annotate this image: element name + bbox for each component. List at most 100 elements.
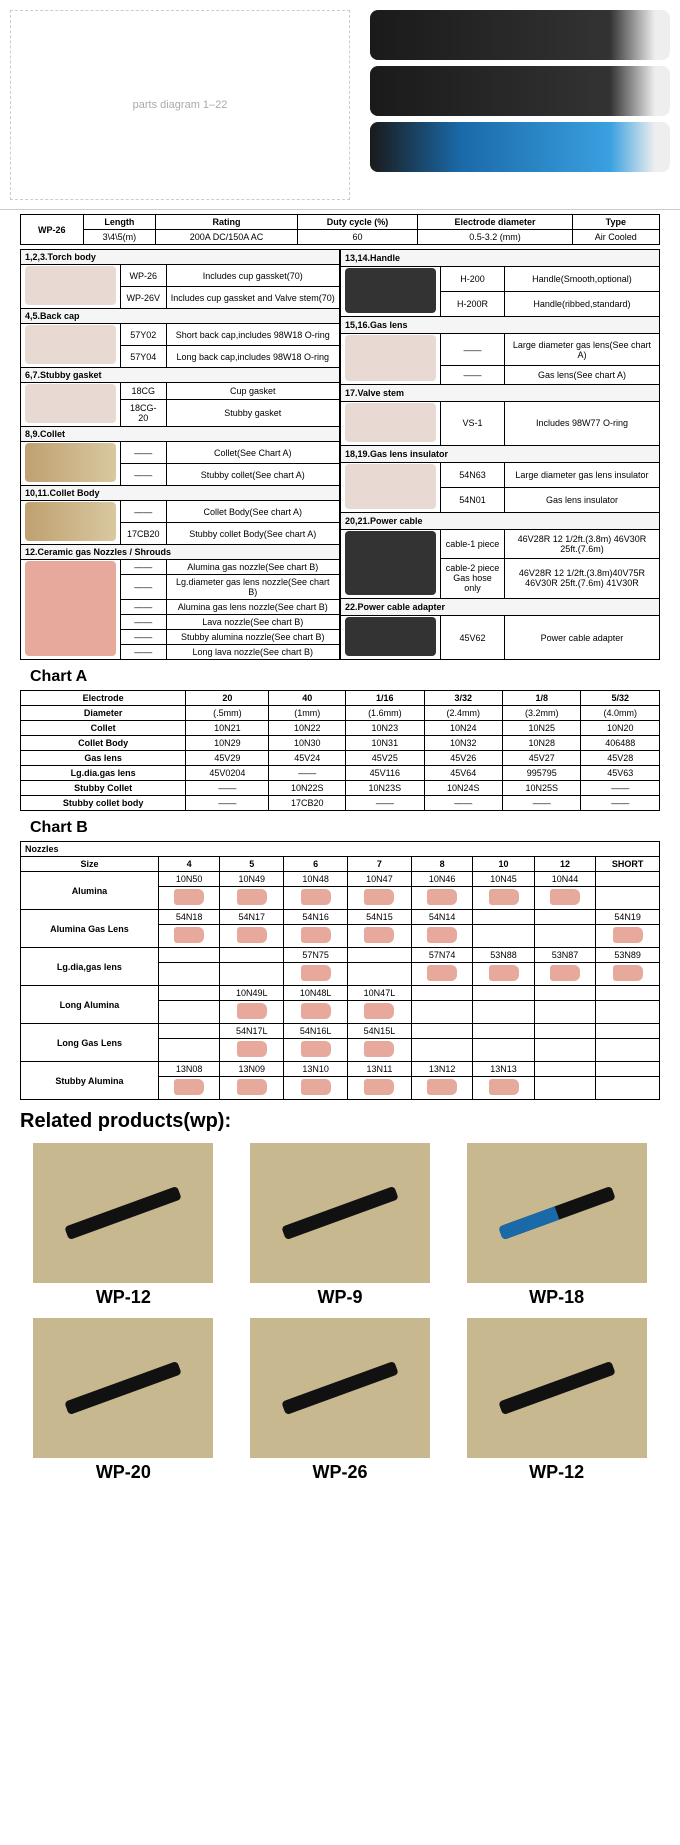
nozzle-code xyxy=(596,1024,660,1039)
nozzle-code: 54N16 xyxy=(284,910,348,925)
part-desc: Power cable adapter xyxy=(504,616,659,660)
parts-table-right: 13,14.HandleH-200Handle(Smooth,optional)… xyxy=(340,249,660,660)
part-desc: Alumina gas lens nozzle(See chart B) xyxy=(166,600,340,615)
nozzle-img xyxy=(284,887,348,910)
chartA-cell: 45V29 xyxy=(186,751,269,766)
size-col: 12 xyxy=(534,857,595,872)
size-col: 6 xyxy=(284,857,348,872)
nozzle-code: 10N48L xyxy=(284,986,348,1001)
part-desc: Stubby alumina nozzle(See chart B) xyxy=(166,630,340,645)
nozzle-img xyxy=(348,887,412,910)
chartA-cell: 45V25 xyxy=(346,751,424,766)
part-desc: 46V28R 12 1/2ft.(3.8m) 46V30R 25ft.(7.6m… xyxy=(504,530,659,559)
chartA-cell: (1.6mm) xyxy=(346,706,424,721)
chartA-cell: 10N22 xyxy=(269,721,346,736)
part-desc: Cup gasket xyxy=(166,383,340,400)
chartA-cell: 45V27 xyxy=(503,751,581,766)
nozzle-code xyxy=(534,986,595,1001)
nozzle-code: 57N75 xyxy=(284,948,348,963)
nozzle-img xyxy=(473,1077,534,1100)
part-code: —— xyxy=(121,615,167,630)
section-title: 12.Ceramic gas Nozzles / Shrouds xyxy=(21,545,340,560)
nozzles-label: Nozzles xyxy=(21,842,660,857)
chartA-cell: (3.2mm) xyxy=(503,706,581,721)
nozzle-code: 10N45 xyxy=(473,872,534,887)
part-image xyxy=(21,560,121,660)
nozzle-code xyxy=(473,910,534,925)
torch-photo-3 xyxy=(370,122,670,172)
torch-photo-1 xyxy=(370,10,670,60)
product-label: WP-18 xyxy=(529,1287,584,1308)
nozzle-img xyxy=(411,925,472,948)
related-product[interactable]: WP-12 xyxy=(20,1143,227,1308)
product-label: WP-20 xyxy=(96,1462,151,1483)
size-col: 8 xyxy=(411,857,472,872)
nozzle-img xyxy=(158,1077,219,1100)
part-desc: Large diameter gas lens insulator xyxy=(504,462,659,487)
related-product[interactable]: WP-18 xyxy=(453,1143,660,1308)
nozzle-group: Lg.dia,gas lens xyxy=(21,948,159,986)
related-product[interactable]: WP-20 xyxy=(20,1318,227,1483)
chartA-cell: 45V26 xyxy=(424,751,502,766)
nozzle-img xyxy=(596,963,660,986)
chartA-cell: 10N31 xyxy=(346,736,424,751)
chartA-cell: 45V0204 xyxy=(186,766,269,781)
part-image xyxy=(21,501,121,545)
part-code: WP-26V xyxy=(121,287,167,309)
chartA-cell: 10N24S xyxy=(424,781,502,796)
chartA-cell: Diameter xyxy=(21,706,186,721)
nozzle-code: 53N89 xyxy=(596,948,660,963)
nozzle-code: 10N48 xyxy=(284,872,348,887)
nozzle-img xyxy=(220,1077,284,1100)
nozzle-group: Alumina xyxy=(21,872,159,910)
nozzle-code xyxy=(348,948,412,963)
nozzle-img xyxy=(348,1039,412,1062)
nozzle-code xyxy=(220,948,284,963)
related-product[interactable]: WP-12 xyxy=(453,1318,660,1483)
nozzle-img xyxy=(411,887,472,910)
size-col: 10 xyxy=(473,857,534,872)
part-image xyxy=(21,324,121,368)
chartA-cell: 10N23S xyxy=(346,781,424,796)
nozzle-code xyxy=(473,1024,534,1039)
chartA-cell: —— xyxy=(503,796,581,811)
product-image xyxy=(250,1143,430,1283)
chartA-cell: 995795 xyxy=(503,766,581,781)
nozzle-code xyxy=(411,986,472,1001)
related-product[interactable]: WP-9 xyxy=(237,1143,444,1308)
nozzle-code: 53N87 xyxy=(534,948,595,963)
nozzle-code: 10N50 xyxy=(158,872,219,887)
part-code: —— xyxy=(121,501,167,523)
part-desc: Alumina gas nozzle(See chart B) xyxy=(166,560,340,575)
part-desc: Includes cup gassket and Valve stem(70) xyxy=(166,287,340,309)
chart-b-table: NozzlesSize456781012SHORTAlumina10N5010N… xyxy=(20,841,660,1100)
nozzle-group: Stubby Alumina xyxy=(21,1062,159,1100)
product-label: WP-26 xyxy=(312,1462,367,1483)
nozzle-img xyxy=(473,887,534,910)
part-desc: Gas lens insulator xyxy=(504,488,659,513)
product-image xyxy=(250,1318,430,1458)
product-label: WP-9 xyxy=(317,1287,362,1308)
part-desc: Long back cap,includes 98W18 O-ring xyxy=(166,346,340,368)
torch-photo-2 xyxy=(370,66,670,116)
section-title: 4,5.Back cap xyxy=(21,309,340,324)
part-code: —— xyxy=(121,464,167,486)
nozzle-img xyxy=(473,1039,534,1062)
part-desc: Handle(ribbed,standard) xyxy=(504,292,659,317)
nozzle-code xyxy=(473,986,534,1001)
related-product[interactable]: WP-26 xyxy=(237,1318,444,1483)
chartA-cell: Gas lens xyxy=(21,751,186,766)
part-code: 57Y02 xyxy=(121,324,167,346)
section-title: 18,19.Gas lens insulator xyxy=(341,445,660,462)
nozzle-img xyxy=(534,1077,595,1100)
nozzle-code xyxy=(411,1024,472,1039)
section-title: 17.Valve stem xyxy=(341,384,660,401)
part-image xyxy=(341,334,441,384)
nozzle-img xyxy=(473,925,534,948)
nozzle-code xyxy=(596,872,660,887)
chartA-cell: 45V28 xyxy=(581,751,660,766)
size-label: Size xyxy=(21,857,159,872)
chartA-cell: 45V64 xyxy=(424,766,502,781)
part-code: H-200R xyxy=(441,292,505,317)
part-code: cable-1 piece xyxy=(441,530,505,559)
